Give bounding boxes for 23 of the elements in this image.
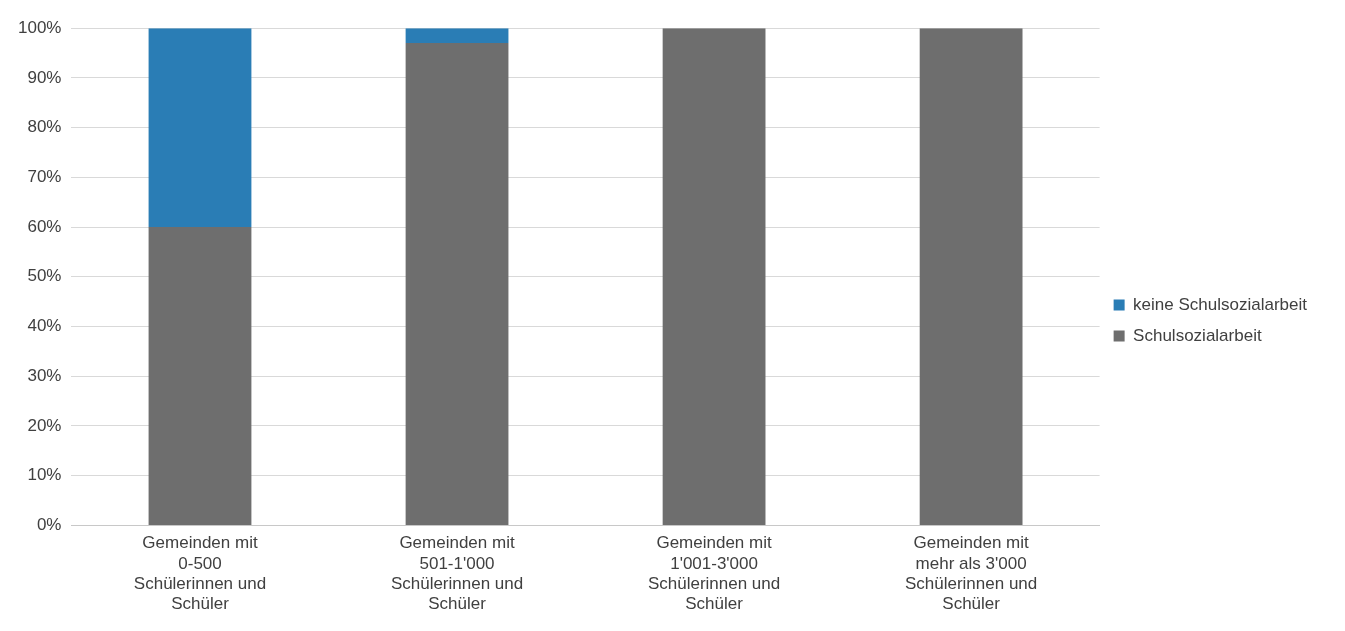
y-tick-label: 0% [36, 515, 62, 535]
bar [148, 28, 252, 228]
bar [662, 28, 766, 525]
y-tick-label: 80% [27, 117, 62, 137]
x-tick-label: Gemeinden mit 501-1'000 Schülerinnen und Schüler [390, 533, 524, 614]
y-tick-label: 90% [27, 67, 62, 87]
legend-label: keine Schulsozialarbeit [1133, 294, 1308, 314]
bar [148, 227, 252, 525]
y-tick-label: 20% [27, 415, 62, 435]
bar [405, 43, 509, 525]
y-tick-label: 30% [27, 365, 62, 385]
y-tick-label: 50% [27, 266, 62, 286]
x-tick-label: Gemeinden mit 1'001-3'000 Schülerinnen und Schüler [647, 533, 781, 614]
y-tick-label: 10% [27, 465, 62, 485]
y-tick-label: 70% [27, 167, 62, 187]
y-tick-label: 60% [27, 216, 62, 236]
legend-label: Schulsozialarbeit [1133, 325, 1262, 345]
x-tick-label: Gemeinden mit mehr als 3'000 Schülerinnen und Schüler [904, 533, 1038, 614]
y-tick-label: 100% [18, 17, 62, 37]
bar [919, 28, 1023, 525]
bar [405, 28, 509, 44]
x-tick-label: Gemeinden mit 0-500 Schülerinnen und Schüler [133, 533, 267, 614]
y-tick-label: 40% [27, 316, 62, 336]
